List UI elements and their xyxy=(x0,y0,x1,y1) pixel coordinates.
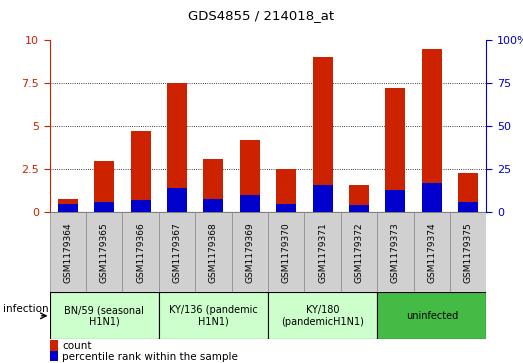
Bar xyxy=(268,292,377,339)
Bar xyxy=(50,212,86,292)
Bar xyxy=(122,212,159,292)
Bar xyxy=(159,212,195,292)
Bar xyxy=(167,188,187,212)
Text: GSM1179374: GSM1179374 xyxy=(427,222,436,283)
Bar xyxy=(450,212,486,292)
Bar xyxy=(203,159,223,212)
Bar xyxy=(94,202,115,212)
Bar xyxy=(304,212,341,292)
Bar xyxy=(349,205,369,212)
Bar xyxy=(349,185,369,212)
Bar xyxy=(167,83,187,212)
Text: GDS4855 / 214018_at: GDS4855 / 214018_at xyxy=(188,9,335,22)
Bar xyxy=(276,169,296,212)
Bar xyxy=(86,212,122,292)
Text: KY/136 (pandemic
H1N1): KY/136 (pandemic H1N1) xyxy=(169,305,258,327)
Bar xyxy=(131,131,151,212)
Bar xyxy=(268,212,304,292)
Text: GSM1179373: GSM1179373 xyxy=(391,222,400,283)
Bar xyxy=(131,200,151,212)
Text: GSM1179368: GSM1179368 xyxy=(209,222,218,283)
Bar xyxy=(414,212,450,292)
Bar xyxy=(377,292,486,339)
Bar xyxy=(385,88,405,212)
Bar xyxy=(422,183,442,212)
Bar xyxy=(159,292,268,339)
Text: GSM1179367: GSM1179367 xyxy=(173,222,181,283)
Text: KY/180
(pandemicH1N1): KY/180 (pandemicH1N1) xyxy=(281,305,364,327)
Text: GSM1179366: GSM1179366 xyxy=(136,222,145,283)
Text: uninfected: uninfected xyxy=(406,311,458,321)
Text: count: count xyxy=(62,341,92,351)
Text: GSM1179364: GSM1179364 xyxy=(63,222,72,283)
Text: BN/59 (seasonal
H1N1): BN/59 (seasonal H1N1) xyxy=(64,305,144,327)
Bar xyxy=(50,340,58,352)
Text: GSM1179365: GSM1179365 xyxy=(100,222,109,283)
Bar xyxy=(232,212,268,292)
Bar xyxy=(313,57,333,212)
Bar xyxy=(195,212,232,292)
Text: GSM1179372: GSM1179372 xyxy=(355,222,363,283)
Bar xyxy=(458,202,478,212)
Bar xyxy=(94,160,115,212)
Text: GSM1179375: GSM1179375 xyxy=(464,222,473,283)
Bar xyxy=(50,351,58,363)
Text: GSM1179370: GSM1179370 xyxy=(282,222,291,283)
Bar xyxy=(341,212,377,292)
Bar xyxy=(203,199,223,212)
Bar xyxy=(458,173,478,212)
Bar xyxy=(422,49,442,212)
Bar xyxy=(58,204,78,212)
Bar xyxy=(58,199,78,212)
Bar xyxy=(385,190,405,212)
Text: GSM1179371: GSM1179371 xyxy=(318,222,327,283)
Bar xyxy=(377,212,414,292)
Bar xyxy=(313,185,333,212)
Bar xyxy=(240,195,260,212)
Text: percentile rank within the sample: percentile rank within the sample xyxy=(62,352,238,362)
Text: infection: infection xyxy=(3,304,48,314)
Bar xyxy=(50,292,159,339)
Bar xyxy=(276,204,296,212)
Text: GSM1179369: GSM1179369 xyxy=(245,222,254,283)
Bar xyxy=(240,140,260,212)
